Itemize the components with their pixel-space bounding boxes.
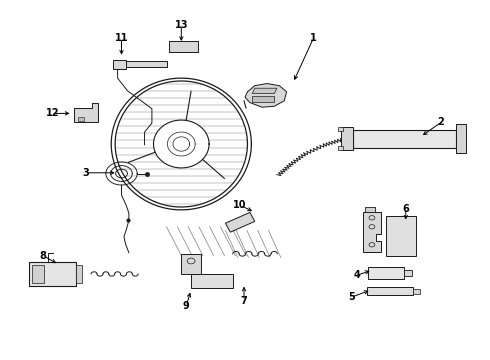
Polygon shape xyxy=(113,60,126,69)
Text: 10: 10 xyxy=(233,200,247,210)
Text: 1: 1 xyxy=(310,33,317,43)
Polygon shape xyxy=(456,124,466,153)
Polygon shape xyxy=(341,127,353,150)
Text: 2: 2 xyxy=(438,117,444,127)
Polygon shape xyxy=(252,88,277,94)
Polygon shape xyxy=(78,117,84,121)
Polygon shape xyxy=(245,84,287,107)
Polygon shape xyxy=(365,207,375,212)
Polygon shape xyxy=(169,41,198,52)
Text: 4: 4 xyxy=(353,270,360,280)
Polygon shape xyxy=(353,130,456,148)
Text: 6: 6 xyxy=(402,204,409,214)
Polygon shape xyxy=(413,289,420,294)
Text: 9: 9 xyxy=(183,301,190,311)
Polygon shape xyxy=(404,270,412,276)
Polygon shape xyxy=(338,146,343,150)
Polygon shape xyxy=(225,212,255,232)
Polygon shape xyxy=(76,265,82,283)
Polygon shape xyxy=(363,212,381,252)
Polygon shape xyxy=(29,262,76,286)
Text: 12: 12 xyxy=(46,108,60,118)
Text: 13: 13 xyxy=(174,20,188,30)
Polygon shape xyxy=(252,96,274,102)
Polygon shape xyxy=(32,265,44,283)
Text: 3: 3 xyxy=(82,168,89,178)
Polygon shape xyxy=(338,127,343,131)
Text: 11: 11 xyxy=(115,33,128,43)
Polygon shape xyxy=(191,274,233,288)
Polygon shape xyxy=(368,267,404,279)
Polygon shape xyxy=(74,103,98,122)
Text: 7: 7 xyxy=(241,296,247,306)
Text: 8: 8 xyxy=(40,251,47,261)
Polygon shape xyxy=(386,216,416,256)
Polygon shape xyxy=(126,61,167,67)
Polygon shape xyxy=(367,287,413,295)
Text: 5: 5 xyxy=(348,292,355,302)
Polygon shape xyxy=(181,254,201,274)
